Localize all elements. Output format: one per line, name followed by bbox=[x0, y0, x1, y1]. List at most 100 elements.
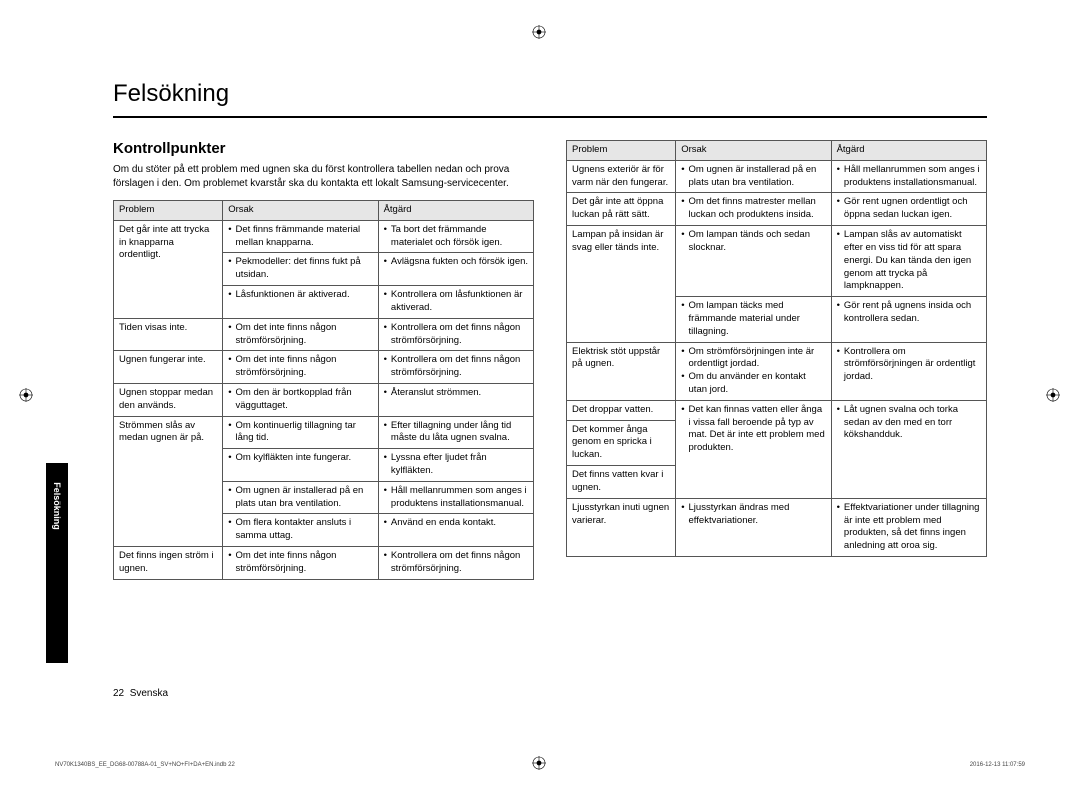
bullet-item: Återanslut strömmen. bbox=[384, 387, 529, 400]
bullet-item: Om kylfläkten inte fungerar. bbox=[228, 452, 373, 465]
table-row: Det går inte att trycka in knapparna ord… bbox=[114, 220, 534, 253]
table-cell: Efter tillagning under lång tid måste du… bbox=[378, 416, 533, 449]
problem-cell: Ljusstyrkan inuti ugnen varierar. bbox=[567, 498, 676, 556]
troubleshoot-table-left: Problem Orsak Åtgärd Det går inte att tr… bbox=[113, 200, 534, 580]
bullet-dot bbox=[228, 322, 231, 348]
problem-cell: Det finns ingen ström i ugnen. bbox=[114, 547, 223, 580]
bullet-dot bbox=[228, 420, 231, 446]
table-cell: Håll mellanrummen som anges i produktens… bbox=[831, 160, 986, 193]
col-action: Åtgärd bbox=[831, 141, 986, 161]
bullet-dot bbox=[837, 300, 840, 326]
table-cell: Om det finns matrester mellan luckan och… bbox=[676, 193, 831, 226]
table-cell: Pekmodeller: det finns fukt på utsidan. bbox=[223, 253, 378, 286]
problem-cell: Det droppar vatten. bbox=[567, 400, 676, 420]
bullet-dot bbox=[681, 196, 684, 222]
table-header-row: Problem Orsak Åtgärd bbox=[114, 201, 534, 221]
table-cell: Om strömförsörjningen inte är ordentligt… bbox=[676, 342, 831, 400]
bullet-text: Om det inte finns någon strömförsörjning… bbox=[236, 354, 374, 380]
bullet-item: Om du använder en kontakt utan jord. bbox=[681, 371, 826, 397]
bullet-text: Om du använder en kontakt utan jord. bbox=[689, 371, 827, 397]
problem-cell: Elektrisk stöt uppstår på ugnen. bbox=[567, 342, 676, 400]
bullet-item: Kontrollera om strömförsörjningen är ord… bbox=[837, 346, 982, 384]
bullet-text: Gör rent på ugnens insida och kontroller… bbox=[844, 300, 982, 326]
bullet-text: Om ugnen är installerad på en plats utan… bbox=[689, 164, 827, 190]
table-header-row: Problem Orsak Åtgärd bbox=[567, 141, 987, 161]
registration-mark-icon bbox=[19, 388, 33, 402]
table-cell: Låt ugnen svalna och torka sedan av den … bbox=[831, 400, 986, 498]
page-number: 22 Svenska bbox=[113, 688, 168, 699]
bullet-text: Ta bort det främmande materialet och för… bbox=[391, 224, 529, 250]
bullet-text: Det kan finnas vatten eller ånga i vissa… bbox=[689, 404, 827, 455]
two-column-layout: Kontrollpunkter Om du stöter på ett prob… bbox=[113, 140, 987, 580]
problem-cell: Lampan på insidan är svag eller tänds in… bbox=[567, 226, 676, 343]
bullet-item: Kontrollera om det finns någon strömförs… bbox=[384, 322, 529, 348]
bullet-dot bbox=[384, 452, 387, 478]
bullet-item: Om flera kontakter ansluts i samma uttag… bbox=[228, 517, 373, 543]
bullet-dot bbox=[384, 256, 387, 269]
bullet-dot bbox=[228, 256, 231, 282]
bullet-item: Om det inte finns någon strömförsörjning… bbox=[228, 354, 373, 380]
table-row: Ugnens exteriör är för varm när den fung… bbox=[567, 160, 987, 193]
bullet-text: Kontrollera om låsfunktionen är aktivera… bbox=[391, 289, 529, 315]
bullet-item: Om kontinuerlig tillagning tar lång tid. bbox=[228, 420, 373, 446]
table-cell: Om det inte finns någon strömförsörjning… bbox=[223, 351, 378, 384]
table-cell: Det kan finnas vatten eller ånga i vissa… bbox=[676, 400, 831, 498]
bullet-dot bbox=[681, 346, 684, 372]
table-cell: Gör rent ugnen ordentligt och öppna seda… bbox=[831, 193, 986, 226]
bullet-item: Om det finns matrester mellan luckan och… bbox=[681, 196, 826, 222]
title-rule bbox=[113, 116, 987, 118]
table-cell: Det finns främmande material mellan knap… bbox=[223, 220, 378, 253]
bullet-text: Om det inte finns någon strömförsörjning… bbox=[236, 322, 374, 348]
bullet-dot bbox=[228, 354, 231, 380]
bullet-item: Använd en enda kontakt. bbox=[384, 517, 529, 530]
table-cell: Om den är bortkopplad från vägguttaget. bbox=[223, 383, 378, 416]
bullet-item: Om lampan tänds och sedan slocknar. bbox=[681, 229, 826, 255]
table-row: Det finns ingen ström i ugnen.Om det int… bbox=[114, 547, 534, 580]
bullet-text: Om ugnen är installerad på en plats utan… bbox=[236, 485, 374, 511]
col-problem: Problem bbox=[114, 201, 223, 221]
bullet-text: Kontrollera om det finns någon strömförs… bbox=[391, 550, 529, 576]
bullet-dot bbox=[384, 517, 387, 530]
bullet-item: Lampan slås av automatiskt efter en viss… bbox=[837, 229, 982, 293]
bullet-text: Använd en enda kontakt. bbox=[391, 517, 529, 530]
bullet-dot bbox=[384, 485, 387, 511]
table-row: Strömmen slås av medan ugnen är på.Om ko… bbox=[114, 416, 534, 449]
bullet-dot bbox=[228, 485, 231, 511]
bullet-text: Lampan slås av automatiskt efter en viss… bbox=[844, 229, 982, 293]
bullet-text: Om kylfläkten inte fungerar. bbox=[236, 452, 374, 465]
bullet-text: Effektvariationer under tillagning är in… bbox=[844, 502, 982, 553]
bullet-dot bbox=[384, 420, 387, 446]
bullet-dot bbox=[384, 550, 387, 576]
section-subtitle: Kontrollpunkter bbox=[113, 140, 534, 157]
table-row: Tiden visas inte.Om det inte finns någon… bbox=[114, 318, 534, 351]
bullet-item: Om det inte finns någon strömförsörjning… bbox=[228, 322, 373, 348]
problem-cell: Ugnen stoppar medan den används. bbox=[114, 383, 223, 416]
bullet-text: Om strömförsörjningen inte är ordentligt… bbox=[689, 346, 827, 372]
table-cell: Ta bort det främmande materialet och för… bbox=[378, 220, 533, 253]
bullet-dot bbox=[228, 452, 231, 465]
bullet-dot bbox=[681, 300, 684, 338]
table-cell: Om kontinuerlig tillagning tar lång tid. bbox=[223, 416, 378, 449]
registration-mark-icon bbox=[1046, 388, 1060, 402]
bullet-text: Om lampan tänds och sedan slocknar. bbox=[689, 229, 827, 255]
problem-cell: Ugnens exteriör är för varm när den fung… bbox=[567, 160, 676, 193]
page-content: Felsökning Kontrollpunkter Om du stöter … bbox=[113, 80, 987, 580]
bullet-item: Om strömförsörjningen inte är ordentligt… bbox=[681, 346, 826, 372]
bullet-dot bbox=[681, 164, 684, 190]
table-cell: Om ugnen är installerad på en plats utan… bbox=[676, 160, 831, 193]
table-cell: Om lampan tänds och sedan slocknar. bbox=[676, 226, 831, 297]
table-cell: Effektvariationer under tillagning är in… bbox=[831, 498, 986, 556]
table-cell: Avlägsna fukten och försök igen. bbox=[378, 253, 533, 286]
problem-cell: Strömmen slås av medan ugnen är på. bbox=[114, 416, 223, 547]
right-column: Problem Orsak Åtgärd Ugnens exteriör är … bbox=[566, 140, 987, 580]
bullet-item: Om lampan täcks med främmande material u… bbox=[681, 300, 826, 338]
bullet-text: Avlägsna fukten och försök igen. bbox=[391, 256, 529, 269]
bullet-item: Om den är bortkopplad från vägguttaget. bbox=[228, 387, 373, 413]
col-action: Åtgärd bbox=[378, 201, 533, 221]
table-row: Ljusstyrkan inuti ugnen varierar.Ljussty… bbox=[567, 498, 987, 556]
problem-cell: Ugnen fungerar inte. bbox=[114, 351, 223, 384]
table-cell: Kontrollera om det finns någon strömförs… bbox=[378, 547, 533, 580]
section-tab-label: Felsökning bbox=[52, 482, 62, 530]
table-cell: Ljusstyrkan ändras med effektvariationer… bbox=[676, 498, 831, 556]
bullet-text: Om lampan täcks med främmande material u… bbox=[689, 300, 827, 338]
